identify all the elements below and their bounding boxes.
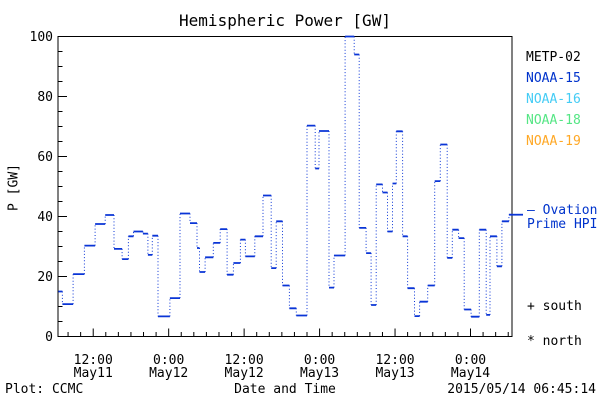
x-tick-date: May13 — [300, 366, 339, 381]
x-tick-date: May11 — [74, 366, 113, 381]
legend-satellite-noaa-18: NOAA-18 — [526, 113, 581, 128]
x-tick-date: May13 — [375, 366, 414, 381]
x-tick-time: 12:00 — [225, 353, 264, 368]
y-tick-label: 100 — [30, 30, 53, 45]
legend-ovation-prime-hpi: — Ovation Prime HPI — [527, 204, 597, 231]
x-tick-date: May12 — [225, 366, 264, 381]
x-tick-time: 12:00 — [375, 353, 414, 368]
legend-north-marker: * north — [527, 334, 582, 349]
plot-border — [57, 36, 513, 337]
x-tick-date: May14 — [451, 366, 490, 381]
y-tick-label: 20 — [37, 270, 53, 285]
x-tick-time: 0:00 — [455, 353, 486, 368]
y-axis-label: P [GW] — [6, 164, 22, 211]
legend-satellites: METP-02 NOAA-15 NOAA-16 NOAA-18 NOAA-19 — [526, 47, 581, 152]
plot-credit: Plot: CCMC — [5, 382, 84, 397]
hpi-step-line — [58, 35, 512, 318]
y-tick-label: 40 — [37, 210, 53, 225]
legend-ovation-line2: Prime HPI — [527, 216, 598, 232]
x-tick-time: 0:00 — [153, 353, 184, 368]
hpi-step-line-verticals — [61, 36, 510, 317]
legend-ovation-line1: — Ovation — [527, 203, 598, 218]
x-axis-label: Date and Time — [234, 382, 336, 397]
plot-timestamp: 2015/05/14 06:45:14 — [447, 382, 596, 397]
chart-title: Hemispheric Power [GW] — [179, 11, 391, 30]
legend-satellite-noaa-15: NOAA-15 — [526, 71, 581, 86]
x-tick-time: 12:00 — [74, 353, 113, 368]
x-tick-time: 0:00 — [304, 353, 335, 368]
y-tick-label: 0 — [45, 330, 53, 345]
y-tick-label: 60 — [37, 150, 53, 165]
x-tick-date: May12 — [149, 366, 188, 381]
legend-satellite-metp-02: METP-02 — [526, 50, 581, 65]
legend-satellite-noaa-16: NOAA-16 — [526, 92, 581, 107]
legend-satellite-noaa-19: NOAA-19 — [526, 134, 581, 149]
y-tick-label: 80 — [37, 90, 53, 105]
legend-south-marker: + south — [527, 299, 582, 314]
